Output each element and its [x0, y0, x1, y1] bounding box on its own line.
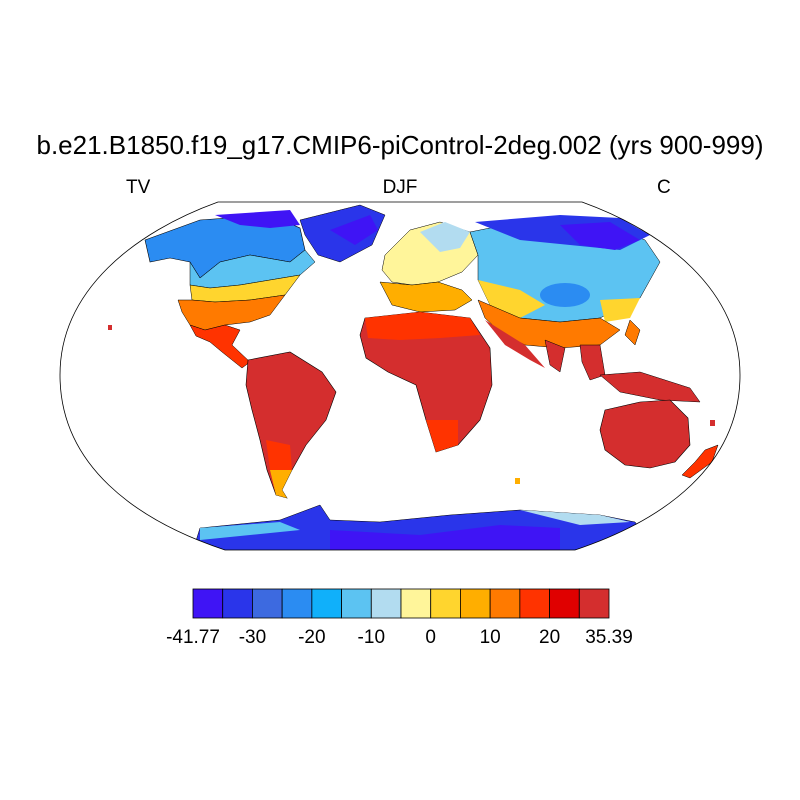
south-america-landmass — [245, 351, 337, 499]
colorbar-tick-label: -30 — [239, 627, 266, 648]
antarctica-landmass — [189, 504, 646, 550]
colorbar-swatch — [578, 588, 610, 619]
colorbar-tick-label: 10 — [480, 627, 501, 648]
colorbar-tick-label: -10 — [358, 627, 385, 648]
africa-landmass — [359, 311, 493, 453]
north-america-landmass — [144, 204, 386, 369]
colorbar-tick-label: -20 — [298, 627, 325, 648]
colorbar-swatch — [489, 588, 521, 619]
europe-landmass — [379, 221, 479, 313]
colorbar-tick-labels: -41.77 -30 -20 -10 0 10 20 35.39 — [166, 627, 633, 648]
colorbar-swatch — [222, 588, 253, 619]
colorbar-swatch — [192, 588, 224, 619]
map-outline — [59, 201, 741, 551]
colorbar-swatch — [281, 588, 313, 619]
colorbar-tick-label: 0 — [425, 627, 436, 648]
colorbar-swatch — [252, 588, 283, 619]
colorbar-swatch — [370, 588, 402, 619]
colorbar-swatch — [549, 588, 580, 619]
colorbar-swatch — [341, 588, 372, 619]
colorbar-swatch — [400, 588, 432, 619]
colorbar-swatch — [430, 588, 461, 619]
colorbar-swatch — [519, 588, 550, 619]
units-label: C — [657, 177, 671, 198]
plot-title: b.e21.B1850.f19_g17.CMIP6-piControl-2deg… — [36, 130, 764, 160]
asia-landmass — [469, 215, 701, 403]
colorbar-tick-label: 20 — [539, 627, 560, 648]
colorbar-tick-label: -41.77 — [166, 627, 220, 648]
colorbar-swatches — [192, 588, 610, 619]
colorbar-swatch — [460, 588, 491, 619]
australia-landmass — [108, 325, 719, 484]
colorbar-tick-label: 35.39 — [585, 627, 633, 648]
variable-label: TV — [126, 177, 151, 198]
season-label: DJF — [382, 177, 418, 198]
colorbar-swatch — [311, 588, 342, 619]
